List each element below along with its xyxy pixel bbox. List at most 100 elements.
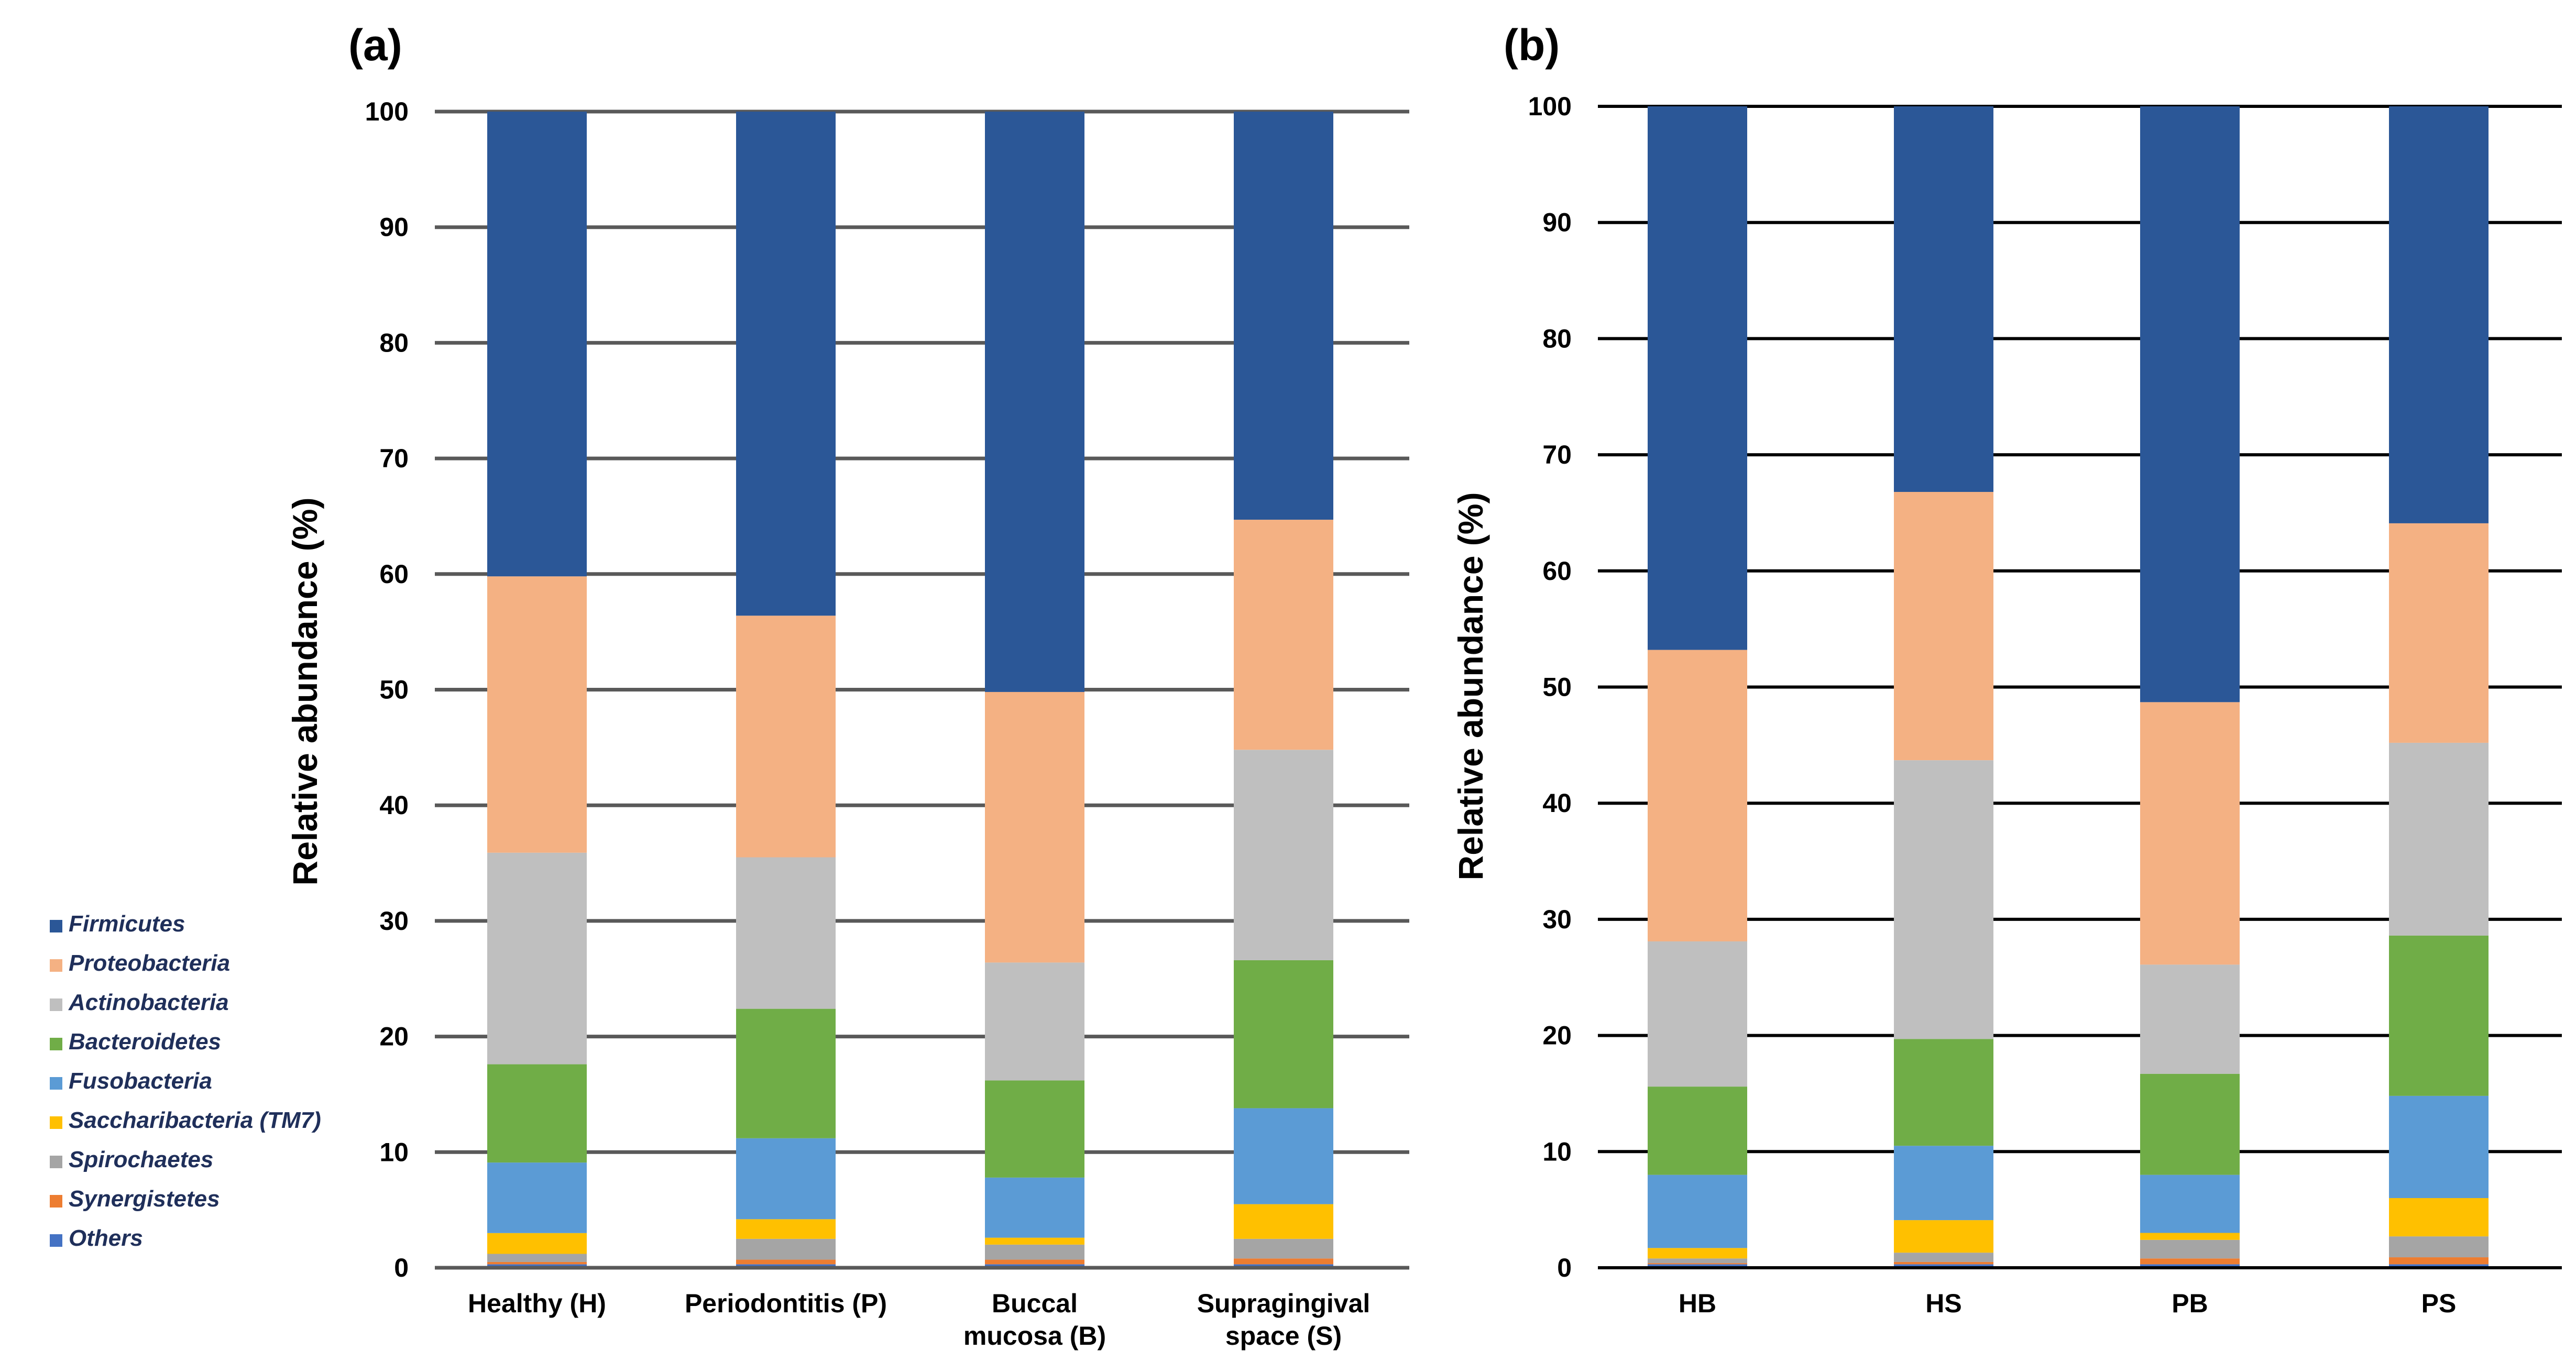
bar-segment-saccharibacteria-tm7- (1648, 1248, 1747, 1259)
bar-segment-saccharibacteria-tm7- (736, 1219, 836, 1239)
bar-segment-synergistetes (985, 1259, 1084, 1265)
legend-swatch (50, 1116, 62, 1129)
x-tick-label: PS (2421, 1289, 2457, 1318)
x-tick-label-line: Healthy (H) (468, 1289, 606, 1318)
bar-segment-firmicutes (1648, 106, 1747, 650)
bar-segment-bacteroidetes (1894, 1039, 1993, 1146)
x-tick-label: Buccal mucosa (B) (963, 1289, 1106, 1351)
bar-segment-fusobacteria (487, 1162, 587, 1233)
bar-segment-saccharibacteria-tm7- (985, 1237, 1084, 1245)
y-tick-label: 50 (1542, 673, 1572, 702)
panel-label: (b) (1504, 20, 1560, 70)
bar-segment-fusobacteria (736, 1138, 836, 1220)
legend-label: Bacteroidetes (69, 1029, 221, 1055)
x-tick-label: HB (1679, 1289, 1716, 1318)
y-tick-label: 60 (1542, 556, 1572, 586)
y-tick-label: 20 (379, 1022, 409, 1051)
bar-segment-synergistetes (1894, 1261, 1993, 1265)
bar-segment-bacteroidetes (2389, 935, 2489, 1096)
bar-segment-spirochaetes (2389, 1236, 2489, 1258)
bar-segment-fusobacteria (1648, 1175, 1747, 1248)
bar-segment-actinobacteria (736, 857, 836, 1009)
y-axis-label: Relative abundance (%) (1451, 492, 1490, 881)
legend-swatch (50, 1156, 62, 1168)
bar-segment-firmicutes (736, 112, 836, 616)
bar-segment-firmicutes (2140, 106, 2240, 703)
x-tick-label-line: PS (2421, 1289, 2457, 1318)
bar-segment-actinobacteria (1234, 750, 1333, 960)
x-tick-label-line: HS (1925, 1289, 1961, 1318)
y-tick-label: 70 (379, 444, 409, 473)
legend-swatch (50, 998, 62, 1011)
bar-segment-bacteroidetes (2140, 1073, 2240, 1175)
bar-segment-spirochaetes (487, 1254, 587, 1262)
bar-segment-fusobacteria (1234, 1108, 1333, 1204)
legend-label: Others (69, 1225, 143, 1251)
x-tick-label-line: space (S) (1225, 1321, 1342, 1351)
bar-segment-proteobacteria (2389, 523, 2489, 743)
bar-segment-proteobacteria (1234, 520, 1333, 750)
bar-segment-saccharibacteria-tm7- (1234, 1204, 1333, 1239)
y-tick-label: 90 (1542, 208, 1572, 237)
y-tick-label: 90 (379, 213, 409, 242)
bar-segment-actinobacteria (487, 852, 587, 1064)
x-tick-label: Supragingival space (S) (1197, 1289, 1371, 1351)
x-tick-label: HS (1925, 1289, 1961, 1318)
y-tick-label: 70 (1542, 440, 1572, 469)
bar-segment-actinobacteria (1648, 941, 1747, 1087)
bar-segment-bacteroidetes (985, 1080, 1084, 1178)
bar-segment-saccharibacteria-tm7- (487, 1233, 587, 1254)
bar-segment-fusobacteria (2389, 1095, 2489, 1198)
bar-segment-bacteroidetes (487, 1064, 587, 1163)
bar-segment-spirochaetes (1894, 1253, 1993, 1262)
bar-segment-saccharibacteria-tm7- (2389, 1198, 2489, 1237)
bar-segment-actinobacteria (2140, 964, 2240, 1074)
bar-segment-proteobacteria (736, 616, 836, 858)
bar-segment-bacteroidetes (1648, 1086, 1747, 1175)
y-tick-label: 10 (379, 1137, 409, 1167)
bar-segment-actinobacteria (985, 962, 1084, 1081)
y-tick-label: 40 (1542, 788, 1572, 818)
legend-label: Proteobacteria (69, 950, 230, 976)
bar-segment-spirochaetes (985, 1244, 1084, 1260)
bar-segment-fusobacteria (985, 1177, 1084, 1238)
bar-segment-synergistetes (736, 1259, 836, 1265)
legend-label: Actinobacteria (68, 990, 229, 1015)
bar-segment-spirochaetes (2140, 1239, 2240, 1259)
panel-b: (b) 0 10 20 30 40 50 60 70 80 90 100 Relative abunda… (1451, 20, 2562, 1318)
bar-segment-saccharibacteria-tm7- (2140, 1233, 2240, 1240)
bar-segment-synergistetes (487, 1261, 587, 1265)
legend-label: Synergistetes (69, 1186, 220, 1212)
panel-label: (a) (348, 20, 402, 70)
bar-segment-spirochaetes (1648, 1258, 1747, 1264)
bar-segment-proteobacteria (985, 692, 1084, 963)
x-tick-label-line: PB (2172, 1289, 2208, 1318)
y-tick-label: 50 (379, 675, 409, 705)
legend-swatch (50, 959, 62, 972)
y-tick-label: 30 (379, 906, 409, 936)
bar-segment-firmicutes (1234, 112, 1333, 520)
bar-segment-proteobacteria (1894, 492, 1993, 761)
bar-segment-spirochaetes (736, 1238, 836, 1260)
bar-segment-actinobacteria (1894, 760, 1993, 1039)
x-tick-label-line: mucosa (B) (963, 1321, 1106, 1351)
bar-segment-firmicutes (2389, 106, 2489, 523)
bar-segment-fusobacteria (2140, 1175, 2240, 1233)
y-tick-label: 60 (379, 559, 409, 589)
bar-segment-firmicutes (487, 112, 587, 577)
y-tick-label: 80 (379, 328, 409, 357)
bar-segment-bacteroidetes (736, 1008, 836, 1138)
x-tick-label: Periodontitis (P) (685, 1289, 887, 1318)
y-tick-label: 40 (379, 791, 409, 820)
y-tick-label: 20 (1542, 1021, 1572, 1050)
y-axis-label: Relative abundance (%) (286, 498, 324, 886)
x-tick-label-line: Buccal (992, 1289, 1078, 1318)
y-tick-label: 100 (365, 97, 409, 126)
bar-segment-saccharibacteria-tm7- (1894, 1220, 1993, 1253)
y-tick-label: 80 (1542, 324, 1572, 353)
legend: Firmicutes Proteobacteria Actinobacteria Ba… (50, 911, 321, 1251)
bar-segment-firmicutes (985, 112, 1084, 692)
bar-segment-synergistetes (2140, 1258, 2240, 1265)
